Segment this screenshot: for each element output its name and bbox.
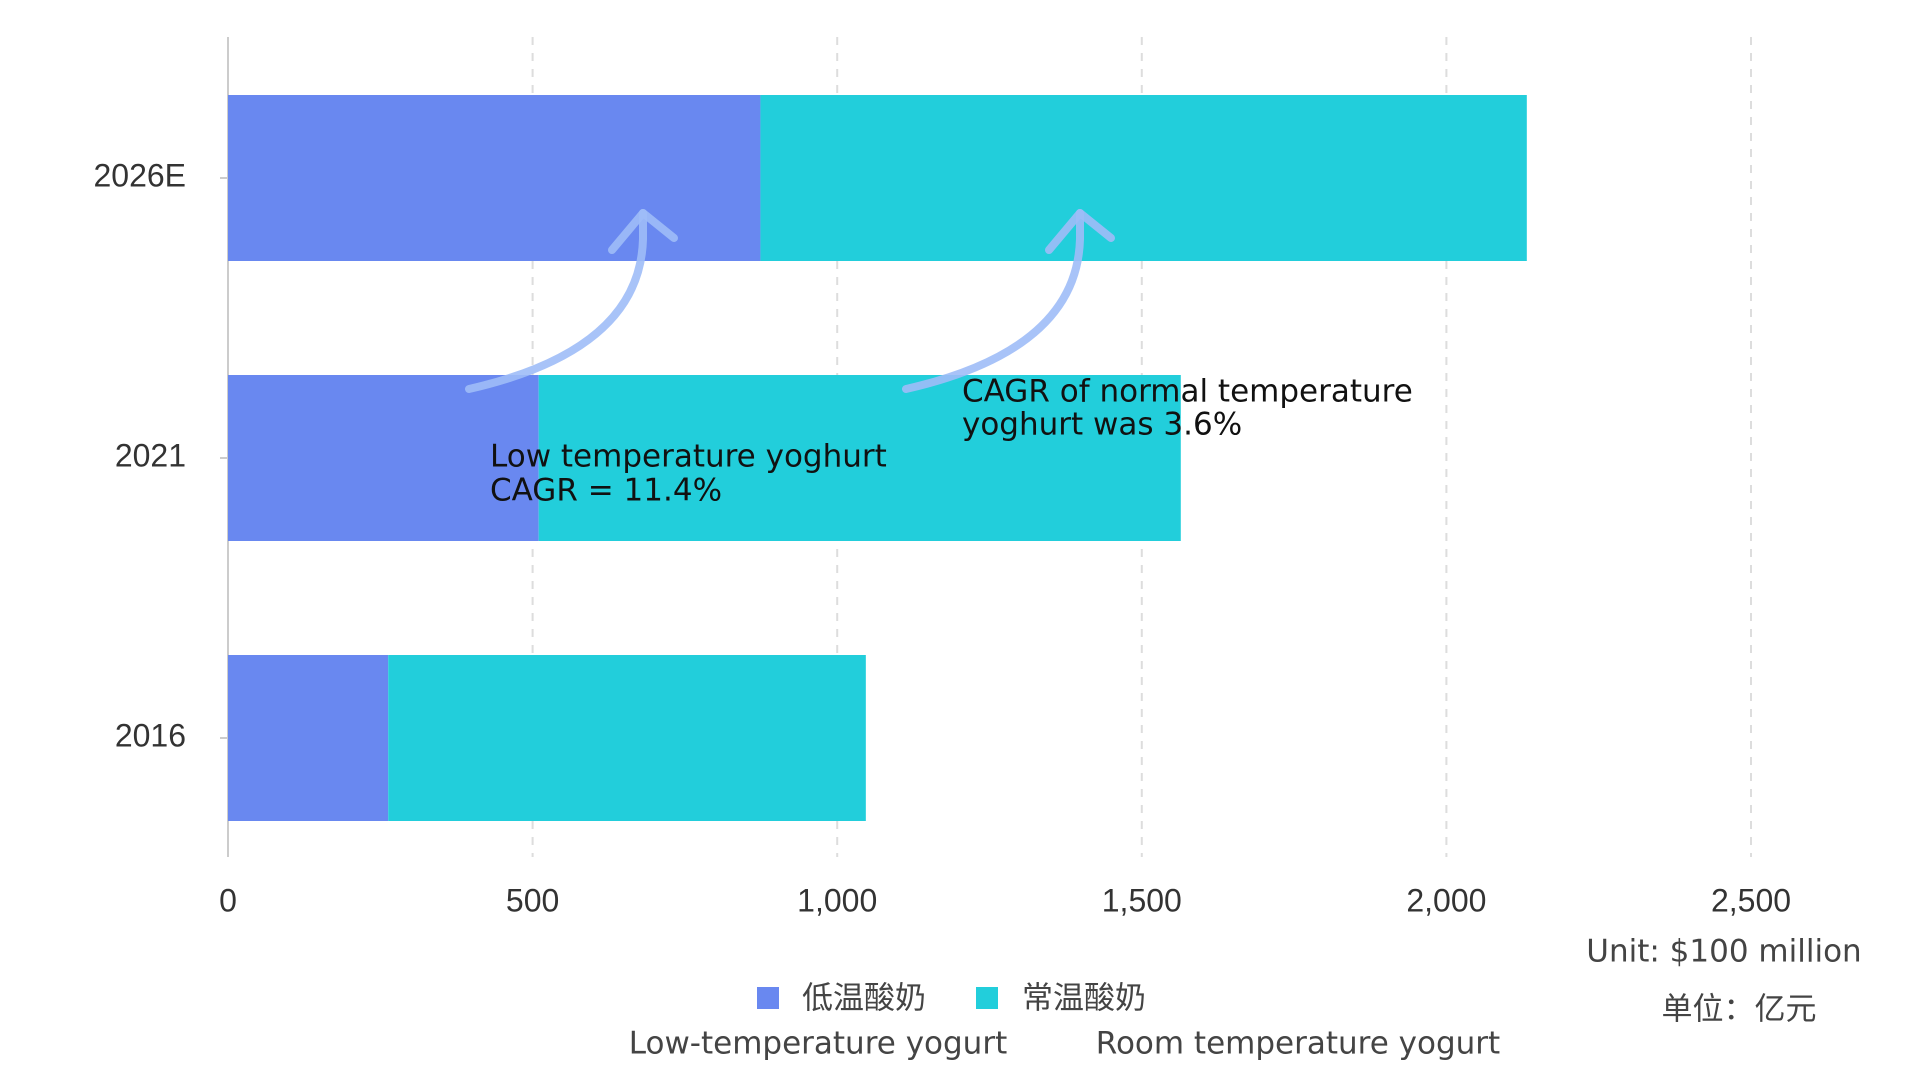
unit-label-cn: 单位：亿元 [1662, 992, 1817, 1028]
legend-subtitle: Room temperature yogurt [1096, 1026, 1500, 1062]
annotation: CAGR = 11.4% [490, 473, 722, 509]
legend-swatch [757, 987, 779, 1009]
bar [228, 655, 389, 821]
y-tick-label: 2016 [115, 717, 186, 753]
bar [538, 375, 1181, 541]
x-tick-label: 1,000 [797, 882, 877, 918]
arrow [465, 209, 647, 393]
bar [388, 655, 866, 821]
arrow [902, 209, 1084, 393]
x-tick-label: 500 [506, 882, 559, 918]
bar [228, 375, 539, 541]
annotation: Low temperature yoghurt [490, 439, 887, 475]
x-tick-label: 0 [219, 882, 237, 918]
x-tick-label: 2,000 [1406, 882, 1486, 918]
legend-subtitle: Low-temperature yogurt [629, 1026, 1007, 1062]
arrow-head [1045, 209, 1115, 254]
bar [228, 95, 761, 261]
annotation: yoghurt was 3.6% [962, 407, 1242, 443]
y-tick-label: 2021 [115, 437, 186, 473]
y-tick-label: 2026E [93, 157, 186, 193]
legend-label: 低温酸奶 [802, 981, 926, 1017]
bar [760, 95, 1527, 261]
annotation: CAGR of normal temperature [962, 374, 1413, 410]
unit-label: Unit: $100 million [1586, 934, 1861, 970]
legend-swatch [976, 987, 998, 1009]
x-tick-label: 1,500 [1102, 882, 1182, 918]
arrow-head [608, 209, 678, 254]
legend-label: 常温酸奶 [1022, 981, 1146, 1017]
x-tick-label: 2,500 [1711, 882, 1791, 918]
